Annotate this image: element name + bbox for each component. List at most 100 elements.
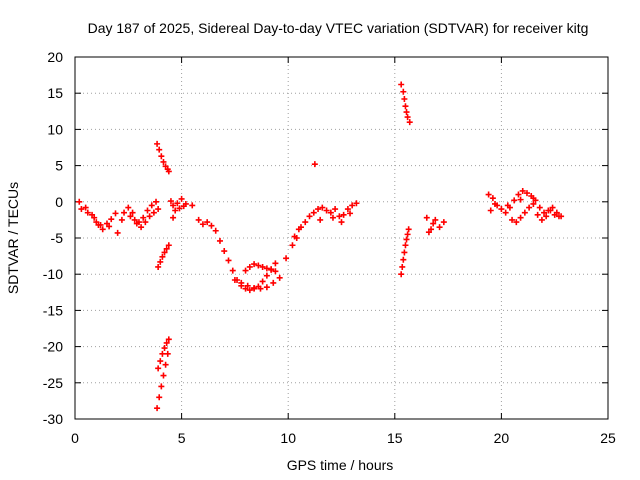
data-point — [336, 213, 343, 220]
data-point — [174, 200, 181, 207]
data-point — [164, 350, 171, 357]
data-point — [402, 242, 409, 249]
data-point — [263, 272, 270, 279]
data-point — [440, 219, 447, 226]
data-point — [155, 365, 162, 372]
data-point — [91, 214, 98, 221]
y-tick-label: -10 — [43, 266, 63, 282]
data-point — [157, 258, 164, 265]
data-point — [178, 195, 185, 202]
data-point — [246, 263, 253, 270]
data-point — [108, 216, 115, 223]
data-point — [146, 213, 153, 220]
data-point — [153, 198, 160, 205]
data-point — [170, 202, 177, 209]
x-tick-label: 5 — [178, 430, 186, 446]
data-point — [158, 383, 165, 390]
y-tick-label: 20 — [47, 49, 63, 65]
data-point — [485, 191, 492, 198]
data-point — [502, 209, 509, 216]
data-point — [99, 226, 106, 233]
data-point — [400, 88, 407, 95]
data-point — [150, 209, 157, 216]
data-point — [212, 227, 219, 234]
data-point — [329, 214, 336, 221]
data-point — [199, 221, 206, 228]
data-point — [403, 236, 410, 243]
data-point — [160, 158, 167, 165]
data-point — [425, 229, 432, 236]
data-point — [295, 226, 302, 233]
y-tick-labels: -30 -25 -20 -15 -10 -5 0 5 10 15 20 — [43, 49, 63, 427]
data-point — [176, 205, 183, 212]
data-point — [327, 209, 334, 216]
data-point — [423, 214, 430, 221]
data-point — [112, 210, 119, 217]
data-point — [216, 237, 223, 244]
grid — [75, 57, 608, 419]
data-point — [517, 214, 524, 221]
data-point — [310, 209, 317, 216]
data-point — [530, 195, 537, 202]
data-point — [114, 229, 121, 236]
data-point — [204, 219, 211, 226]
data-point — [131, 216, 138, 223]
data-point — [536, 204, 543, 211]
x-tick-label: 15 — [387, 430, 403, 446]
y-tick-label: -30 — [43, 411, 63, 427]
y-tick-label: 10 — [47, 121, 63, 137]
data-point — [403, 109, 410, 116]
data-point — [106, 223, 113, 230]
data-point — [270, 279, 277, 286]
data-point — [148, 202, 155, 209]
data-point — [95, 221, 102, 228]
data-point — [246, 287, 253, 294]
data-point — [547, 207, 554, 214]
data-point — [291, 233, 298, 240]
data-point — [244, 282, 251, 289]
data-point — [82, 204, 89, 211]
data-point — [263, 284, 270, 291]
data-point — [344, 206, 351, 213]
data-point — [161, 345, 168, 352]
data-point — [163, 339, 170, 346]
data-point — [543, 213, 550, 220]
data-point — [154, 140, 161, 147]
data-point — [289, 242, 296, 249]
data-point — [399, 263, 406, 270]
data-point — [340, 211, 347, 218]
data-point — [504, 202, 511, 209]
data-point — [231, 276, 238, 283]
data-point — [259, 278, 266, 285]
data-point — [353, 200, 360, 207]
data-point — [401, 249, 408, 256]
data-point — [160, 372, 167, 379]
data-point — [156, 146, 163, 153]
data-point — [162, 361, 169, 368]
data-point — [125, 204, 132, 211]
data-point — [78, 206, 85, 213]
data-point — [534, 211, 541, 218]
data-point — [180, 203, 187, 210]
data-point — [157, 358, 164, 365]
data-point — [551, 211, 558, 218]
data-point — [172, 207, 179, 214]
y-tick-label: -5 — [51, 230, 64, 246]
y-tick-label: -15 — [43, 302, 63, 318]
data-point — [498, 206, 505, 213]
data-point — [76, 198, 83, 205]
data-point — [155, 206, 162, 213]
data-point — [515, 191, 522, 198]
data-point — [142, 219, 149, 226]
data-point — [165, 168, 172, 175]
data-point — [306, 213, 313, 220]
data-point — [268, 266, 275, 273]
data-point — [163, 245, 170, 252]
data-point — [338, 219, 345, 226]
data-point — [118, 216, 125, 223]
data-point — [225, 257, 232, 264]
data-point — [541, 209, 548, 216]
data-point — [144, 207, 151, 214]
plot-frame — [74, 56, 609, 420]
data-point — [404, 114, 411, 121]
